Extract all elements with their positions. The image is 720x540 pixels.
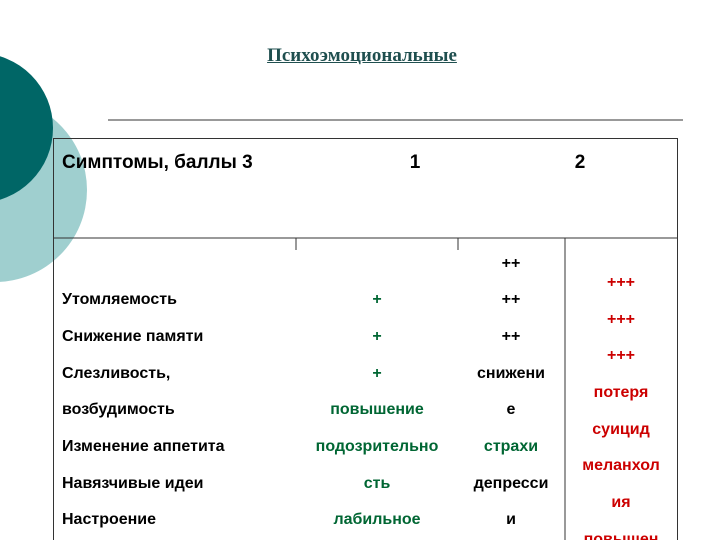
cell-text: Настроение [62,511,157,528]
cell-text: страхи [483,438,539,455]
cell-text: + [372,291,382,308]
cell-text: е [506,401,516,418]
cell-text: депресси [473,475,549,492]
table-border [53,138,678,540]
cell-text: ++ [501,291,521,308]
cell-text: суицид [592,421,650,438]
cell-text: повышение [330,401,424,418]
cell-text: ++ [501,328,521,345]
cell-text: снижени [477,365,545,382]
cell-text: Навязчивые идеи [62,475,204,492]
cell-text: +++ [606,274,636,291]
title: Психоэмоциональные [267,45,457,66]
cell-text: Снижение памяти [62,328,204,345]
cell-text: возбудимость [62,401,175,418]
cell-text: + [372,328,382,345]
header-cell: 1 [409,152,421,173]
cell-text: повышен [583,531,659,540]
cell-text: Изменение аппетита [62,438,225,455]
cell-text: ++ [501,255,521,272]
cell-text: ия [611,494,631,511]
cell-text: потеря [593,384,649,401]
cell-text: лабильное [333,511,421,528]
cell-text: сть [363,475,391,492]
cell-text: и [506,511,516,528]
deco-circle-dark [0,56,53,200]
cell-text: меланхол [582,457,660,474]
cell-text: Утомляемость [62,291,177,308]
cell-text: подозрительно [315,438,439,455]
cell-text: +++ [606,311,636,328]
header-cell: 2 [574,152,586,173]
header-cell: Симптомы, баллы 3 [62,152,253,173]
cell-text: Слезливость, [62,365,171,382]
cell-text: +++ [606,347,636,364]
cell-text: + [372,365,382,382]
